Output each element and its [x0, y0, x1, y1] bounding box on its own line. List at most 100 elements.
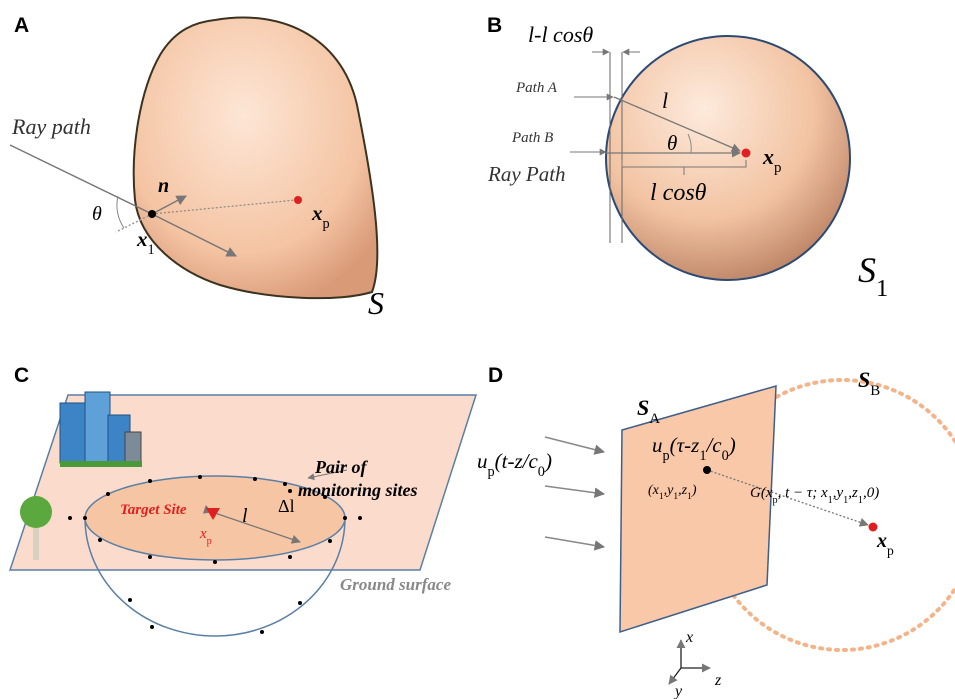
text-part: (τ-z [670, 433, 700, 457]
site [328, 539, 332, 543]
site [148, 479, 152, 483]
source-point [703, 466, 711, 474]
irregular-surface [134, 18, 378, 299]
text-part: (t-z/c [495, 449, 539, 473]
axis-label: y [673, 683, 683, 699]
subscript: 1 [699, 448, 706, 464]
panel-b: B l-l cosθ Path A Path B Ray Path l θ xp… [487, 14, 888, 302]
building [125, 432, 141, 465]
point [148, 210, 156, 218]
text-part: ,0) [863, 485, 879, 501]
text-part: x [311, 201, 323, 225]
panel-letter: A [14, 14, 29, 37]
site [213, 560, 217, 564]
axis [669, 668, 681, 684]
panel-c: C Pair of monitoring sites Target Site x… [10, 364, 476, 636]
subscript: p [323, 216, 330, 232]
site [298, 601, 302, 605]
label: Ray path [11, 114, 91, 139]
label: monitoring sites [298, 480, 418, 500]
foliage [20, 496, 52, 528]
site [260, 630, 264, 634]
label: SB [858, 367, 880, 399]
text-part: ) [728, 433, 736, 457]
site [106, 492, 110, 496]
site [288, 489, 292, 493]
site [68, 516, 72, 520]
subscript: 0 [538, 464, 545, 480]
subscript: p [207, 536, 212, 547]
panel-letter: B [487, 14, 502, 37]
figure: A Ray path n θ x1 xp S B l-l cosθ Path A… [0, 0, 955, 699]
subscript: 0 [722, 448, 729, 464]
text-part: x [876, 530, 887, 552]
label: Path A [515, 80, 558, 96]
subscript: p [663, 448, 670, 464]
label: n [158, 175, 169, 197]
ray-line [10, 145, 152, 214]
label: θ [92, 203, 102, 225]
site [283, 482, 287, 486]
sphere-surface [606, 36, 850, 280]
label: xp [876, 530, 894, 558]
panel-a: A Ray path n θ x1 xp S [10, 14, 384, 321]
label: Ground surface [340, 575, 451, 594]
page: { "panel_a": {"letter": "A", "ray_path":… [0, 0, 955, 699]
label: l cosθ [650, 180, 707, 206]
angle-arc [117, 196, 124, 228]
text-part: ,y [833, 485, 844, 501]
text-part: S [858, 367, 870, 392]
subscript: p [488, 464, 495, 480]
text-part: ) [544, 449, 552, 473]
text-part: G(x [750, 485, 773, 501]
subscript: 1 [876, 275, 888, 302]
label: Δl [278, 496, 295, 516]
subscript: p [887, 543, 894, 558]
panel-letter: D [488, 364, 503, 387]
subscript: B [870, 383, 880, 399]
label: S1 [858, 250, 888, 302]
label: l [662, 88, 668, 113]
panel-d: D SA SB up(t-z/c0) up(τ-z1/c0) (x1,y1,z1… [477, 364, 955, 699]
site [83, 516, 87, 520]
text-part: x [762, 144, 774, 169]
site [198, 475, 202, 479]
subscript: A [649, 411, 660, 427]
label: Path B [511, 130, 553, 146]
text-part: S [637, 395, 649, 420]
subscript: p [774, 160, 781, 176]
text-part: u [477, 449, 488, 473]
site [148, 555, 152, 559]
label: up(t-z/c0) [477, 449, 552, 480]
axes [669, 640, 710, 684]
text-part: ) [691, 483, 697, 498]
label: Pair of [314, 457, 369, 477]
site [98, 538, 102, 542]
text-part: /c [705, 433, 722, 457]
axis-label: x [685, 629, 693, 646]
panel-letter: C [14, 364, 29, 387]
label: l [242, 505, 248, 527]
source-plane [620, 386, 776, 632]
target-point [294, 196, 302, 204]
building [85, 392, 110, 464]
site [128, 598, 132, 602]
site [150, 625, 154, 629]
label: S [368, 285, 384, 321]
site [253, 477, 257, 481]
site [343, 516, 347, 520]
label: Ray Path [487, 162, 566, 186]
text-part: , t − τ; x [778, 485, 828, 501]
label: Target Site [120, 502, 187, 518]
subscript: 1 [148, 242, 155, 258]
incident-arrow [545, 437, 604, 452]
site [358, 516, 362, 520]
site [288, 555, 292, 559]
incident-arrow [545, 537, 604, 547]
target-point [742, 149, 751, 158]
text-part: u [652, 433, 663, 457]
axis-label: z [714, 672, 722, 689]
hedge [60, 461, 142, 467]
label: SA [637, 395, 660, 427]
label: θ [667, 131, 677, 155]
